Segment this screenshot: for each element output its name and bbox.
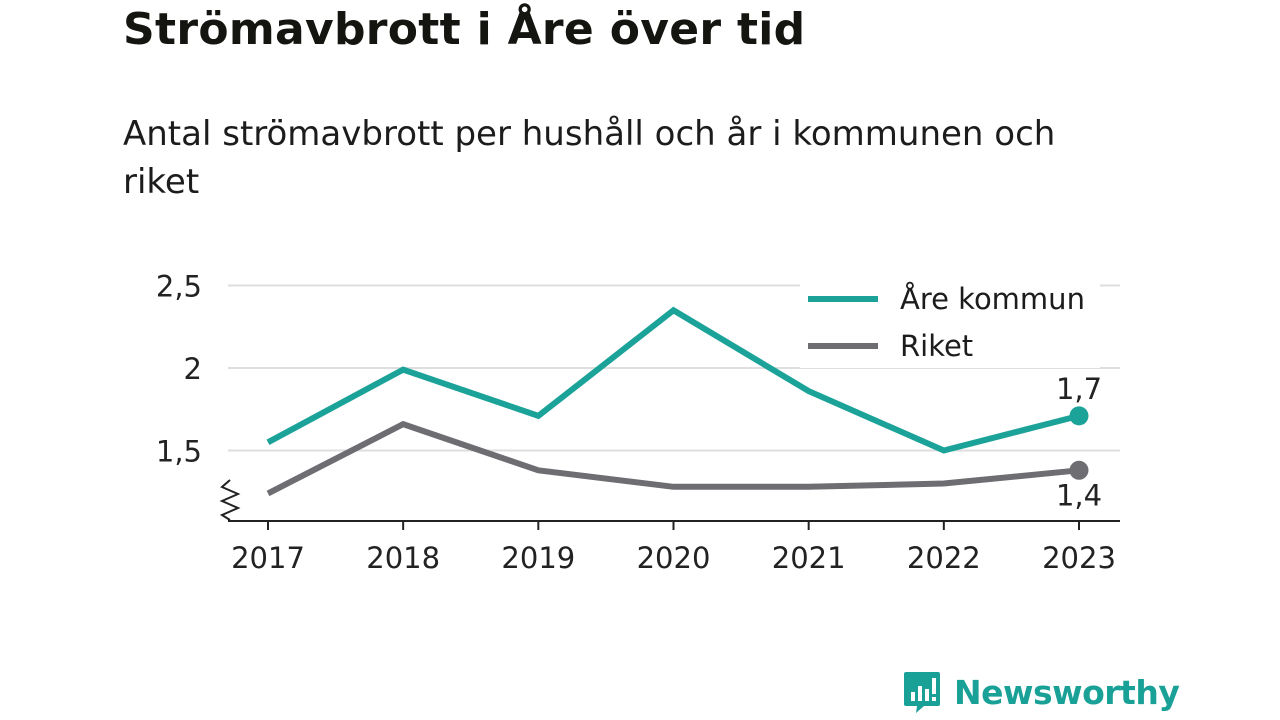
series-line-1 (266, 420, 1080, 497)
brand-name: Newsworthy (954, 672, 1180, 712)
end-labels: 1,7 1,4 (1056, 372, 1102, 512)
x-tick-label: 2022 (907, 541, 981, 575)
x-tick-label: 2019 (501, 541, 575, 575)
newsworthy-logo-icon (904, 672, 940, 713)
x-axis (219, 479, 1120, 530)
y-tick-labels: 1,5 2 2,5 (156, 270, 202, 469)
x-tick-label: 2017 (231, 541, 305, 575)
x-tick-label: 2023 (1042, 541, 1116, 575)
y-tick-label: 2 (184, 352, 202, 386)
y-tick-label: 1,5 (156, 435, 202, 469)
legend: Åre kommun Riket (800, 272, 1100, 368)
legend-label: Riket (900, 329, 973, 363)
series-line-0 (266, 306, 1080, 454)
axis-break-icon (219, 479, 241, 521)
end-value-label: 1,7 (1056, 372, 1102, 406)
series-lines (266, 306, 1089, 497)
x-tick-label: 2020 (637, 541, 711, 575)
chart-subtitle: Antal strömavbrott per hushåll och år i … (123, 114, 1056, 202)
x-tick-label: 2018 (366, 541, 440, 575)
series-end-point-1 (1069, 460, 1089, 480)
newsworthy-brand: Newsworthy (902, 670, 1180, 714)
series-end-point-0 (1069, 406, 1089, 426)
end-value-label: 1,4 (1056, 478, 1102, 512)
legend-background (800, 272, 1100, 368)
chart-title: Strömavbrott i Åre över tid (123, 4, 806, 55)
y-tick-label: 2,5 (156, 270, 202, 304)
x-tick-label: 2021 (772, 541, 846, 575)
x-tick-labels: 2017 2018 2019 2020 2021 2022 2023 (231, 541, 1116, 575)
legend-label: Åre kommun (900, 282, 1085, 316)
